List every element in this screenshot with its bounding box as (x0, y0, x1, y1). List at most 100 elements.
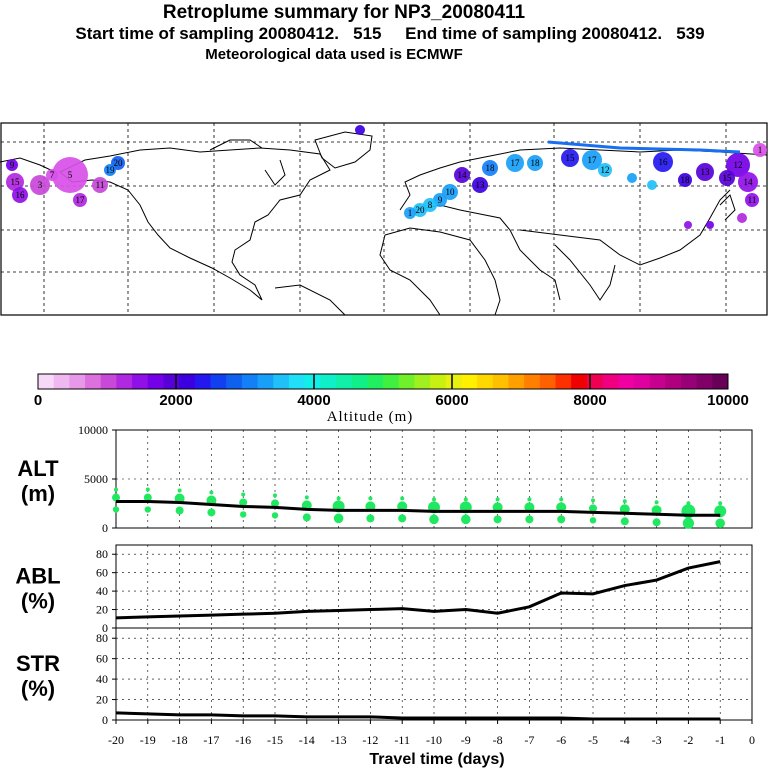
x-axis-label: Travel time (days) (369, 751, 504, 768)
map-dot-label: 1 (408, 208, 413, 218)
colorbar-swatch (430, 374, 447, 389)
colorbar-swatch (555, 374, 572, 389)
alt-scatter-point (591, 498, 595, 503)
plume-dot (627, 173, 637, 183)
y-tick-label: 0 (102, 713, 108, 727)
alt-scatter-point (495, 497, 500, 502)
plume-dot (92, 177, 108, 193)
plume-dot (582, 150, 602, 170)
colorbar-swatch (273, 374, 290, 389)
plume-dot (472, 177, 488, 193)
x-tick-label: -15 (267, 733, 283, 747)
alt-scatter-point (302, 513, 311, 522)
colorbar-axis-label: Altitude (m) (327, 409, 414, 425)
panel-label-str: STR (16, 651, 60, 676)
alt-scatter-point (400, 496, 405, 501)
alt-scatter-point (622, 499, 627, 504)
alt-scatter-point (239, 498, 248, 507)
map-dot-label: 7 (50, 170, 55, 180)
plume-dot (678, 173, 692, 187)
plume-dot (6, 159, 18, 171)
plume-dot (696, 163, 714, 181)
alt-scatter-point (654, 500, 659, 505)
alt-scatter-point (241, 492, 246, 497)
alt-scatter-point (559, 497, 564, 502)
panel-unit-alt: (m) (21, 481, 55, 506)
x-tick-label: -5 (588, 733, 598, 747)
alt-scatter-point (557, 515, 566, 524)
colorbar-swatch (696, 374, 713, 389)
colorbar-frame (37, 373, 729, 390)
map-dot-label: 12 (734, 160, 743, 170)
x-tick-label: -2 (683, 733, 693, 747)
colorbar-swatch (571, 374, 588, 389)
map-dot-label: 17 (511, 158, 521, 168)
map-gridlines (1, 123, 767, 315)
alt-scatter-point (143, 493, 152, 502)
y-tick-label: 5000 (84, 472, 108, 486)
colorbar-swatch (508, 374, 525, 389)
series-line-str (115, 711, 721, 721)
alt-scatter-point (589, 504, 597, 513)
x-tick-label: -20 (108, 733, 124, 747)
alt-scatter-point (589, 517, 597, 524)
plume-dot (442, 184, 458, 200)
alt-scatter-point (175, 506, 184, 515)
map-dot-label: 20 (416, 205, 426, 215)
colorbar-swatch (53, 374, 70, 389)
plume-dot (52, 157, 88, 193)
x-tick-label: -10 (426, 733, 442, 747)
x-tick-label: -11 (394, 733, 410, 747)
map-dot-label: 9 (10, 160, 15, 170)
sampling-times: Start time of sampling 20080412. 515 End… (75, 24, 705, 43)
x-tick-label: -6 (556, 733, 566, 747)
colorbar-swatch (69, 374, 86, 389)
alt-scatter-point (271, 512, 279, 519)
colorbar-tick-label: 2000 (159, 392, 192, 409)
plume-dot (404, 207, 416, 219)
map-dot-label: 17 (588, 155, 598, 165)
x-tick-label: -17 (203, 733, 219, 747)
series-line-abl (115, 560, 721, 620)
plume-dot (355, 125, 365, 135)
colorbar-tick-label: 4000 (297, 392, 330, 409)
time-series-panels: 0500010000ALT(m)020406080ABL(%)020406080… (15, 423, 755, 768)
panel-label-abl: ABL (15, 564, 60, 589)
colorbar-swatch (320, 374, 337, 389)
x-tick-label: -8 (493, 733, 503, 747)
y-tick-label: 80 (96, 547, 108, 561)
colorbar-swatch (602, 374, 619, 389)
y-tick-label: 60 (96, 652, 108, 666)
map-dot-label: 8 (428, 200, 433, 210)
colorbar-swatch (38, 374, 55, 389)
colorbar-swatch (633, 374, 651, 389)
colorbar-swatch (649, 374, 666, 389)
plume-dot (454, 167, 470, 183)
plume-dot (745, 193, 759, 207)
x-tick-label: -16 (235, 733, 251, 747)
alt-scatter-point (366, 514, 375, 523)
x-tick-label: -9 (461, 733, 471, 747)
plume-dot (506, 154, 524, 172)
plume-dot (598, 163, 612, 177)
x-tick-label: -14 (299, 733, 315, 747)
alt-scatter-point (144, 506, 151, 513)
y-tick-label: 40 (96, 584, 108, 598)
panel-unit-str: (%) (21, 676, 55, 701)
map-dot-label: 3 (38, 180, 43, 190)
alt-scatter-point (398, 514, 407, 523)
map-dot-label: 18 (531, 158, 541, 168)
colorbar-swatch (383, 374, 400, 389)
map-dot-label: 14 (458, 170, 468, 180)
plume-dot (12, 187, 28, 203)
colorbar-swatch (445, 374, 462, 389)
plume-dot (719, 170, 735, 186)
plume-dot (738, 172, 758, 192)
colorbar-swatch (85, 374, 102, 389)
map-dot-label: 15 (11, 177, 21, 187)
plume-dot (104, 164, 116, 176)
map-dot-label: 12 (601, 165, 610, 175)
colorbar-swatch (618, 374, 635, 389)
map-dot-label: 1 (758, 145, 763, 155)
